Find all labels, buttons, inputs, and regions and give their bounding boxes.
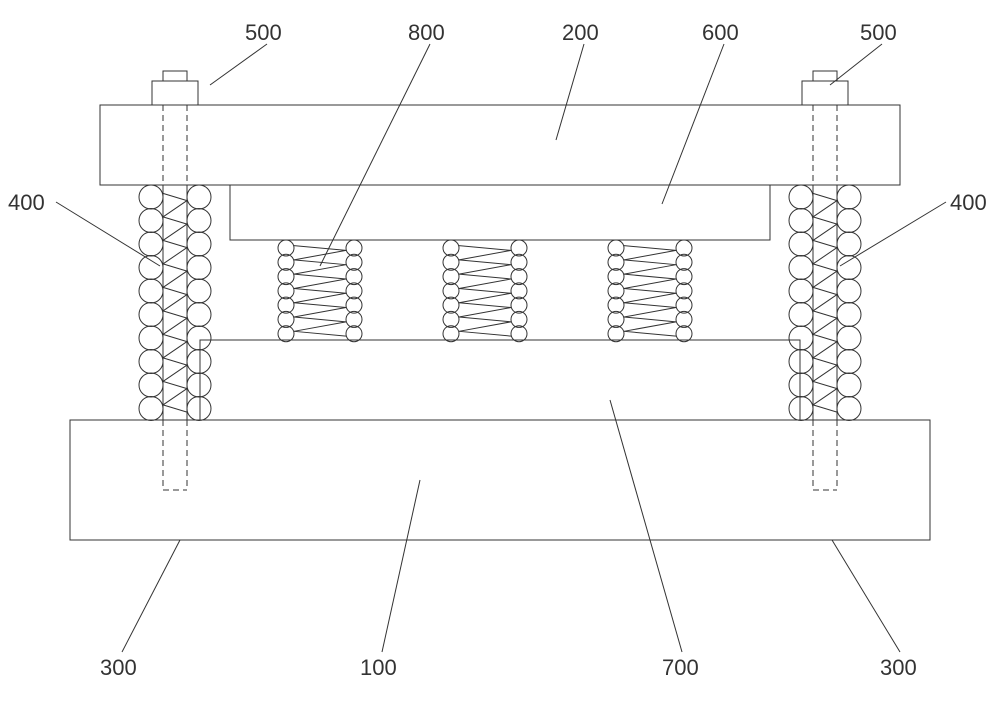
- callout-label: 100: [360, 655, 397, 680]
- callout-label: 300: [880, 655, 917, 680]
- callout-label: 400: [950, 190, 987, 215]
- callout-label: 800: [408, 20, 445, 45]
- callout-label: 300: [100, 655, 137, 680]
- callout-label: 500: [245, 20, 282, 45]
- callout-label: 200: [562, 20, 599, 45]
- callout-label: 600: [702, 20, 739, 45]
- callout-label: 700: [662, 655, 699, 680]
- callout-label: 400: [8, 190, 45, 215]
- callout-label: 500: [860, 20, 897, 45]
